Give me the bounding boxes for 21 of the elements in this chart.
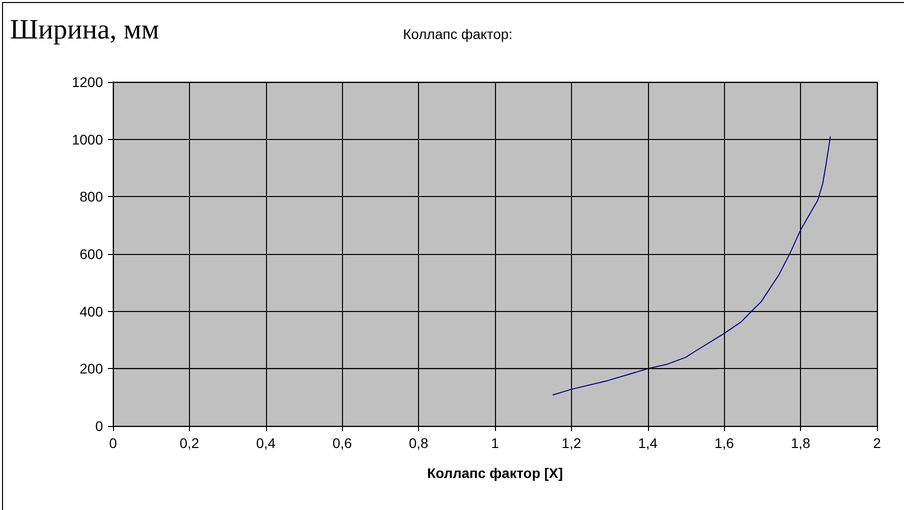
y-tick-label: 200 (80, 360, 104, 377)
x-axis-title: Коллапс фактор [X] (427, 465, 563, 481)
x-tick-label: 1,6 (714, 435, 734, 451)
y-tick-label: 1200 (72, 74, 104, 90)
y-axis-title: Ширина, мм (10, 14, 160, 46)
x-tick-label: 1 (491, 435, 500, 451)
x-tick-label: 0,6 (332, 435, 352, 451)
y-tick-label: 400 (80, 303, 104, 320)
x-tick-label: 1,8 (790, 435, 811, 451)
x-tick-label: 0,4 (256, 435, 276, 451)
y-tick-label: 0 (95, 418, 104, 434)
x-tick-label: 2 (873, 435, 882, 451)
x-tick-label: 1,4 (638, 435, 658, 451)
y-tick-label: 800 (80, 188, 104, 205)
y-tick-label: 1000 (72, 131, 104, 148)
x-tick-label: 1,2 (562, 435, 582, 451)
x-tick-label: 0,2 (180, 435, 200, 451)
chart-title: Коллапс фактор: (403, 26, 513, 42)
x-tick-label: 0,8 (408, 435, 429, 451)
y-tick-label: 600 (80, 246, 104, 262)
x-tick-label: 0 (109, 435, 118, 451)
